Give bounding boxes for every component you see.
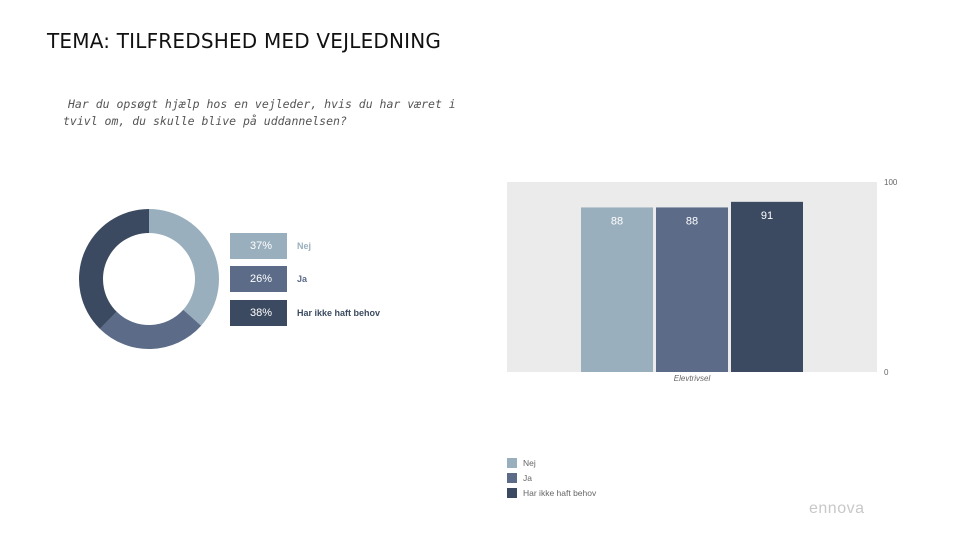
y-tick-label-0: 0 [884,368,889,377]
donut-legend-label-nej: Nej [297,241,312,251]
bar-value-label-ja: 88 [686,215,698,227]
bar-legend-label-nej: Nej [523,458,536,468]
donut-chart [79,209,220,349]
bar-legend-label-ja: Ja [523,473,532,483]
donut-slice-har-ikke [79,209,149,329]
page-title: TEMA: TILFREDSHED MED VEJLEDNING [47,29,442,53]
donut-legend-label-ja: Ja [297,274,308,284]
bar-legend-swatch-har-ikke [507,488,517,498]
ennova-logo: ennova [809,500,865,517]
donut-legend-label-har-ikke: Har ikke haft behov [297,308,381,318]
question-line-1: Har du opsøgt hjælp hos en vejleder, hvi… [68,97,456,111]
donut-slice-nej [149,209,220,326]
bar-value-label-har-ikke: 91 [761,210,773,222]
bar-value-label-nej: 88 [611,215,623,227]
bar-nej [581,207,653,372]
y-tick-label-100: 100 [884,178,898,187]
bar-legend-label-har-ikke: Har ikke haft behov [523,488,597,498]
bar-har-ikke [731,201,803,372]
donut-legend-value-nej: 37% [230,233,287,259]
bar-legend-swatch-nej [507,458,517,468]
survey-question: Har du opsøgt hjælp hos en vejleder, hvi… [63,96,468,130]
donut-legend-value-ja: 26% [230,266,287,292]
bar-chart: 88 88 91 Elevtrivsel 100 0 [507,178,898,383]
bar-x-category-label: Elevtrivsel [674,374,711,383]
bar-ja [656,207,728,372]
bar-legend-swatch-ja [507,473,517,483]
question-line-2: tvivl om, du skulle blive på uddannelsen… [63,114,347,128]
donut-slice-ja [99,309,202,349]
donut-legend-value-har-ikke: 38% [230,300,287,326]
